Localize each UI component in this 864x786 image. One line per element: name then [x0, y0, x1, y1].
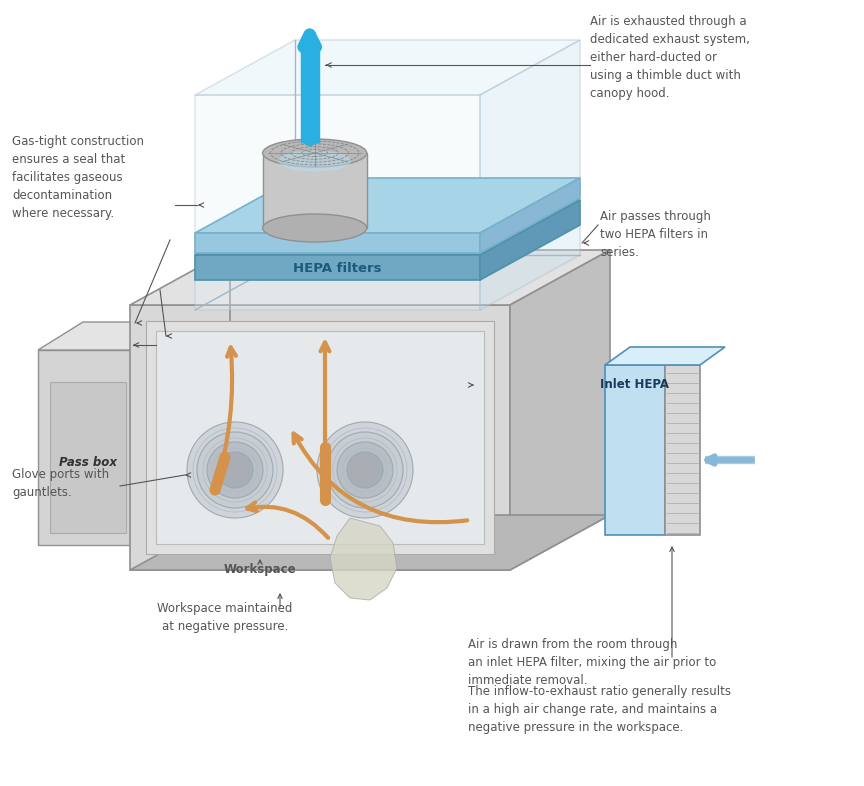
Circle shape [207, 442, 263, 498]
Polygon shape [480, 40, 580, 310]
Polygon shape [138, 322, 183, 545]
Polygon shape [130, 515, 610, 570]
Polygon shape [330, 518, 397, 600]
Circle shape [187, 422, 283, 518]
Circle shape [337, 442, 393, 498]
Circle shape [327, 432, 403, 508]
Polygon shape [195, 233, 480, 253]
Text: Inlet HEPA: Inlet HEPA [600, 379, 670, 391]
Text: The inflow-to-exhaust ratio generally results
in a high air change rate, and mai: The inflow-to-exhaust ratio generally re… [468, 685, 731, 734]
Ellipse shape [263, 214, 366, 242]
Polygon shape [263, 153, 366, 228]
Polygon shape [38, 350, 138, 545]
Text: Workspace: Workspace [224, 563, 296, 576]
Polygon shape [665, 365, 700, 535]
Text: Workspace maintained
at negative pressure.: Workspace maintained at negative pressur… [157, 602, 293, 633]
Polygon shape [195, 255, 480, 280]
Text: HEPA filters: HEPA filters [293, 263, 382, 276]
Text: Glove ports with
gauntlets.: Glove ports with gauntlets. [12, 468, 109, 499]
Polygon shape [605, 347, 725, 365]
Polygon shape [195, 95, 480, 310]
Polygon shape [195, 40, 580, 95]
Polygon shape [480, 178, 580, 253]
Polygon shape [146, 321, 494, 554]
Text: Air passes through
two HEPA filters in
series.: Air passes through two HEPA filters in s… [600, 210, 711, 259]
Text: Pass box: Pass box [59, 456, 117, 468]
Polygon shape [195, 178, 580, 233]
Circle shape [317, 422, 413, 518]
Circle shape [217, 452, 253, 488]
Circle shape [347, 452, 383, 488]
Polygon shape [130, 305, 510, 570]
Polygon shape [50, 382, 126, 533]
Polygon shape [156, 331, 484, 544]
Ellipse shape [278, 150, 351, 171]
Circle shape [197, 432, 273, 508]
Polygon shape [130, 250, 610, 305]
Text: Gas-tight construction
ensures a seal that
facilitates gaseous
decontamination
w: Gas-tight construction ensures a seal th… [12, 135, 144, 220]
Polygon shape [480, 200, 580, 280]
Polygon shape [510, 250, 610, 570]
Ellipse shape [263, 139, 366, 167]
Polygon shape [195, 200, 580, 255]
Text: Air is drawn from the room through
an inlet HEPA filter, mixing the air prior to: Air is drawn from the room through an in… [468, 638, 716, 687]
Polygon shape [605, 365, 665, 535]
Text: Air is exhausted through a
dedicated exhaust system,
either hard-ducted or
using: Air is exhausted through a dedicated exh… [590, 15, 750, 100]
Polygon shape [38, 322, 183, 350]
